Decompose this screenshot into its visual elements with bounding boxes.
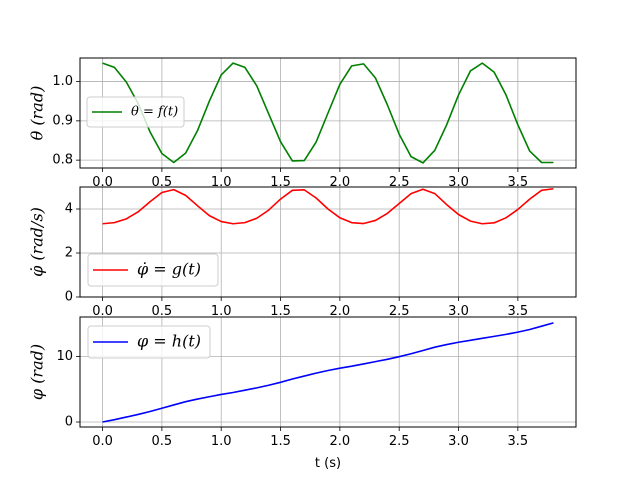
phi-x-tick-label: 0.5 [152, 434, 173, 449]
phidot-x-tick-label: 0.0 [92, 304, 113, 319]
phidot-x-tick-label: 0.5 [152, 304, 173, 319]
theta-y-tick-label: 0.9 [52, 113, 73, 128]
phidot-legend-box [87, 253, 219, 287]
phidot-x-tick-label: 1.5 [270, 304, 291, 319]
phi-x-tick-label: 2.0 [330, 434, 351, 449]
phidot-x-tick-label: 3.0 [448, 304, 469, 319]
phi-x-tick-label: 1.0 [211, 434, 232, 449]
phi-series [102, 322, 554, 423]
theta-x-tick-label: 3.5 [508, 175, 529, 190]
theta-x-tick-label: 0.5 [152, 175, 173, 190]
phidot-y-ticks: 0 2 4 [65, 202, 80, 305]
phi-x-ticks: 0.0 0.5 1.0 1.5 2.0 2.5 3.0 3.5 [92, 427, 528, 449]
phi-series-line [102, 322, 554, 423]
phidot-axes-frame [79, 186, 577, 298]
phidot-x-tick-label: 2.5 [389, 304, 410, 319]
phi-y-axis-label: φ (rad) [28, 344, 47, 400]
phi-legend-label: φ = h(t) [137, 332, 201, 351]
theta-series-line [102, 62, 554, 164]
phidot-series [102, 187, 554, 225]
theta-x-tick-label: 2.0 [330, 175, 351, 190]
phidot-legend-label: φ̇ = g(t) [137, 260, 201, 279]
phi-subplot: 0.0 0.5 1.0 1.5 2.0 2.5 3.0 3.5 0 10 φ (rad) t (… [28, 316, 577, 471]
theta-x-tick-label: 2.5 [389, 175, 410, 190]
phidot-legend: φ̇ = g(t) [87, 253, 219, 287]
theta-x-ticks: 0.0 0.5 1.0 1.5 2.0 2.5 3.0 3.5 [92, 168, 528, 190]
phi-legend-box [87, 325, 211, 359]
theta-y-axis-label: θ (rad) [28, 86, 47, 141]
phi-x-tick-label: 3.0 [448, 434, 469, 449]
theta-y-ticks: 0.8 0.9 1.0 [52, 74, 80, 168]
phi-x-tick-label: 1.5 [270, 434, 291, 449]
phidot-y-tick-label: 4 [65, 202, 73, 217]
theta-x-tick-label: 3.0 [448, 175, 469, 190]
phidot-series-line [102, 187, 554, 225]
theta-axes-frame [79, 57, 577, 169]
theta-legend-label: θ = f(t) [131, 105, 178, 120]
phi-y-ticks: 0 10 [56, 349, 80, 430]
theta-y-tick-label: 1.0 [52, 74, 73, 89]
theta-y-tick-label: 0.8 [52, 153, 73, 168]
phi-x-axis-label: t (s) [315, 456, 341, 471]
phi-y-tick-label: 0 [65, 415, 73, 430]
phidot-x-tick-label: 3.5 [508, 304, 529, 319]
theta-x-tick-label: 1.0 [211, 175, 232, 190]
phi-legend: φ = h(t) [87, 325, 211, 359]
phi-x-tick-label: 3.5 [508, 434, 529, 449]
phidot-subplot: 0.0 0.5 1.0 1.5 2.0 2.5 3.0 3.5 024 φ̇ (rad/s) … [28, 186, 577, 319]
theta-x-tick-label: 0.0 [92, 175, 113, 190]
phi-x-tick-label: 0.0 [92, 434, 113, 449]
phidot-x-tick-label: 2.0 [330, 304, 351, 319]
theta-series [102, 62, 554, 164]
phidot-y-tick-label: 0 [65, 290, 73, 305]
phidot-y-tick-label: 2 [65, 246, 73, 261]
phi-x-tick-label: 2.5 [389, 434, 410, 449]
theta-subplot: 0.0 0.5 1.0 1.5 2.0 2.5 3.0 3.5 0.8 0.9 1.0 θ (ra… [28, 57, 577, 190]
theta-x-tick-label: 1.5 [270, 175, 291, 190]
phidot-y-axis-label: φ̇ (rad/s) [28, 207, 47, 277]
phidot-x-tick-label: 1.0 [211, 304, 232, 319]
theta-legend: θ = f(t) [86, 96, 185, 128]
phi-axes-frame [79, 316, 577, 428]
phi-y-tick-label: 10 [56, 349, 73, 364]
phidot-x-ticks: 0.0 0.5 1.0 1.5 2.0 2.5 3.0 3.5 [92, 297, 528, 319]
theta-legend-box [86, 96, 185, 128]
